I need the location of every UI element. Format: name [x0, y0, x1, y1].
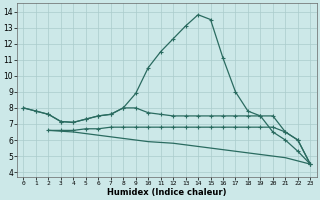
X-axis label: Humidex (Indice chaleur): Humidex (Indice chaleur): [107, 188, 227, 197]
